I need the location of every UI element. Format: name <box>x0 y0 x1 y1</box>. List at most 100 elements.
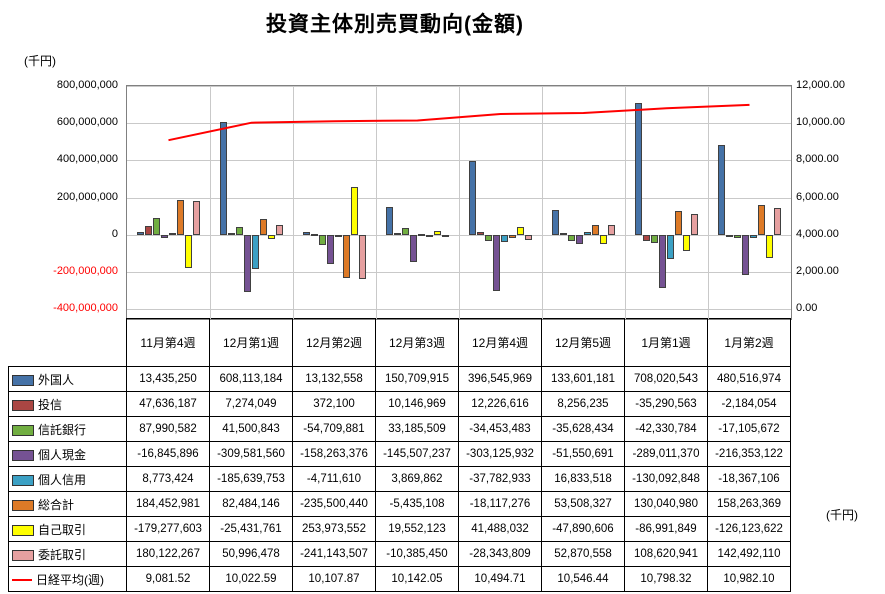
table-cell: -35,290,563 <box>624 391 708 417</box>
week-header-cell: 12月第2週 <box>292 318 376 367</box>
left-axis-tick-label: 800,000,000 <box>56 79 118 91</box>
table-header-row: 11月第4週 12月第1週 12月第2週 12月第3週 12月第4週 12月第5週 1月第1… <box>9 318 791 367</box>
bar <box>235 226 243 235</box>
table-cell: 133,601,181 <box>541 366 625 392</box>
table-row: 信託銀行 87,990,582 41,500,843 -54,709,881 33,18… <box>8 416 791 442</box>
legend-cell: 投信 <box>8 391 127 417</box>
bar <box>674 210 682 235</box>
table-cell: 108,620,941 <box>624 541 708 567</box>
bar <box>184 234 192 268</box>
bar <box>342 234 350 279</box>
bar <box>358 234 366 280</box>
table-cell: -37,782,933 <box>458 466 542 492</box>
table-cell: -16,845,896 <box>126 441 210 467</box>
bar <box>773 208 781 235</box>
bar <box>741 234 749 275</box>
bar <box>243 234 251 293</box>
right-axis-tick-label: 4,000.00 <box>796 227 839 240</box>
table-cell: -126,123,622 <box>707 516 791 542</box>
table-cell: 480,516,974 <box>707 366 791 392</box>
bar <box>409 234 417 262</box>
table-cell: 184,452,981 <box>126 491 210 517</box>
bar <box>634 103 642 235</box>
bar <box>607 224 615 235</box>
left-axis-tick-label: 0 <box>111 227 118 240</box>
gridline-vertical <box>625 86 626 319</box>
table-cell: 12,226,616 <box>458 391 542 417</box>
bar <box>318 234 326 245</box>
bar <box>690 214 698 235</box>
table-row: 日経平均(週) 9,081.52 10,022.59 10,107.87 10,142.… <box>8 566 791 592</box>
legend-swatch-icon <box>12 424 34 436</box>
data-table: 11月第4週 12月第1週 12月第2週 12月第3週 12月第4週 12月第5週 1月第1… <box>8 318 791 592</box>
bar <box>168 233 176 236</box>
bar <box>559 233 567 236</box>
legend-label: 信託銀行 <box>38 422 87 437</box>
bar <box>227 233 235 236</box>
bar <box>765 234 773 259</box>
legend-label: 個人信用 <box>38 472 87 487</box>
week-header-cell: 12月第4週 <box>458 318 542 367</box>
bar <box>267 234 275 240</box>
left-axis-tick-label: -200,000,000 <box>53 264 118 277</box>
bar <box>733 234 741 238</box>
right-axis-tick-label: 6,000.00 <box>796 190 839 203</box>
bar <box>650 234 658 243</box>
table-cell: 150,709,915 <box>375 366 459 392</box>
bar <box>524 234 532 240</box>
legend-cell: 個人現金 <box>8 441 127 467</box>
legend-label: 個人現金 <box>38 447 87 462</box>
table-cell: -42,330,784 <box>624 416 708 442</box>
table-cell: -145,507,237 <box>375 441 459 467</box>
table-cell: -10,385,450 <box>375 541 459 567</box>
table-row: 委託取引 180,122,267 50,996,478 -241,143,507 -10… <box>8 541 791 567</box>
table-cell: -54,709,881 <box>292 416 376 442</box>
bar <box>160 234 168 238</box>
table-row: 個人信用 8,773,424 -185,639,753 -4,711,610 3,869… <box>8 466 791 492</box>
left-axis-tick-label: 400,000,000 <box>56 153 118 166</box>
bar <box>417 233 425 236</box>
bar <box>433 231 441 235</box>
bar <box>575 234 583 245</box>
legend-cell: 総合計 <box>8 491 127 517</box>
table-cell: -185,639,753 <box>209 466 293 492</box>
table-cell: -158,263,376 <box>292 441 376 467</box>
bar <box>259 219 267 235</box>
legend-line-icon <box>12 579 32 582</box>
gridline-vertical <box>459 86 460 319</box>
table-cell: 10,546.44 <box>541 566 625 592</box>
bar <box>251 234 259 270</box>
legend-cell: 信託銀行 <box>8 416 127 442</box>
table-cell: -25,431,761 <box>209 516 293 542</box>
table-cell: 41,488,032 <box>458 516 542 542</box>
legend-swatch-icon <box>12 524 34 536</box>
table-row: 投信 47,636,187 7,274,049 372,100 10,146,969 12… <box>8 391 791 417</box>
bar <box>725 234 733 237</box>
table-cell: -35,628,434 <box>541 416 625 442</box>
bar <box>401 228 409 235</box>
week-header-cell: 12月第5週 <box>541 318 625 367</box>
bar <box>275 225 283 235</box>
bar <box>176 200 184 235</box>
table-row: 個人現金 -16,845,896 -309,581,560 -158,263,376-… <box>8 441 791 467</box>
bar <box>136 232 144 235</box>
table-cell: -241,143,507 <box>292 541 376 567</box>
gridline-vertical <box>708 86 709 319</box>
legend-label: 委託取引 <box>38 547 87 562</box>
table-cell: -86,991,849 <box>624 516 708 542</box>
legend-swatch-icon <box>12 474 34 486</box>
left-axis-tick-label: 600,000,000 <box>56 116 118 129</box>
right-axis-tick-label: 10,000.00 <box>796 116 845 129</box>
gridline-vertical <box>210 86 211 319</box>
legend-label: 日経平均(週) <box>36 572 104 587</box>
bar <box>551 209 559 235</box>
table-cell: -309,581,560 <box>209 441 293 467</box>
week-header-cell: 12月第1週 <box>209 318 293 367</box>
legend-cell: 外国人 <box>8 366 127 392</box>
bar <box>567 234 575 242</box>
table-cell: 158,263,369 <box>707 491 791 517</box>
week-header-cell: 1月第1週 <box>624 318 708 367</box>
table-cell: 53,508,327 <box>541 491 625 517</box>
table-cell: 82,484,146 <box>209 491 293 517</box>
legend-label: 投信 <box>38 397 63 412</box>
